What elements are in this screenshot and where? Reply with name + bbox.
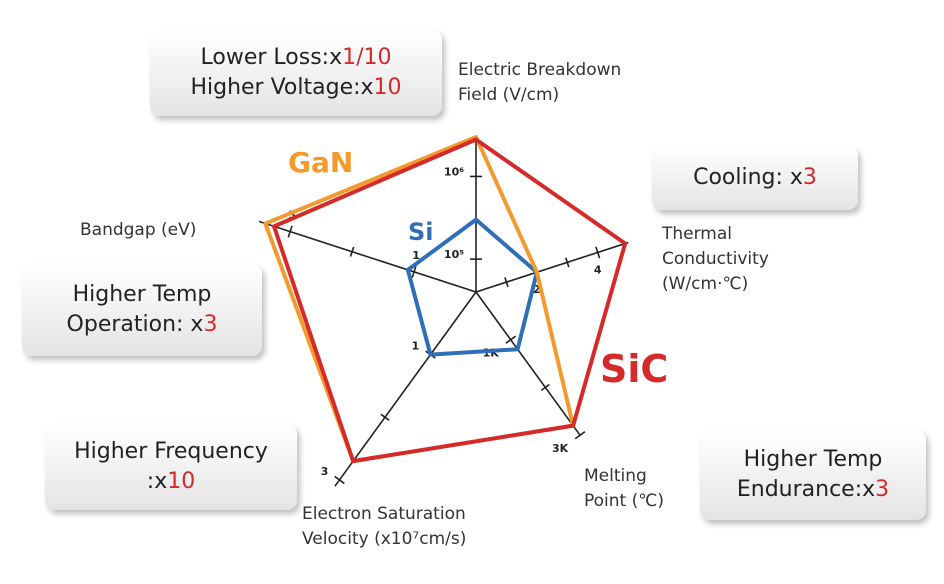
series-polygon [405,217,539,357]
axis-label-line: Melting [584,466,647,486]
series-label: Si [408,218,434,246]
tick-mark [574,431,586,440]
axis-line [334,291,477,487]
tick-mark [411,265,417,278]
axis-label-line: (W/cm·℃) [662,274,749,294]
callout-text: 1/10 [342,45,392,70]
axis-label: Thermal Conductivity (W/cm·℃) [662,222,769,297]
tick-mark [334,475,345,485]
tick-label: 3K [552,442,569,455]
tick-mark [540,383,550,392]
callout-text: Higher Temp [743,447,883,472]
tick-label: 10⁶ [444,165,464,178]
callout-text: :x [146,469,168,494]
callout-line: Higher Frequency [45,437,297,467]
axis-label-line: Point (℃) [584,491,664,511]
tick-mark [504,277,509,288]
callout: Higher Temp Operation: x3 [22,264,262,356]
tick-label: 1 [412,249,420,262]
callout-line: :x10 [45,467,297,497]
callout-line: Cooling: x3 [652,163,858,193]
callout: Higher Frequency :x10 [45,424,297,510]
tick-mark [380,413,390,421]
axis-label-line: Bandgap (eV) [80,220,197,240]
series-label: GaN [288,146,353,179]
callout-text: Endurance:x [736,477,876,502]
callout-line: Lower Loss:x1/10 [150,43,442,73]
callout-line: Higher Voltage:x10 [150,73,442,103]
axis-label: Electric Breakdown Field (V/cm) [458,58,621,108]
callout-text: Higher Frequency [74,439,268,464]
series-polygon [272,137,628,464]
series-label: SiC [600,347,668,391]
callout-text: 3 [203,312,218,337]
tick-mark [349,246,355,257]
callout-text: 3 [875,477,890,502]
callout-text: Cooling: x [693,165,803,190]
axis-label: Bandgap (eV) [80,218,196,243]
callout-text: 10 [167,469,196,494]
tick-label: 10⁵ [444,248,464,261]
axis-line [475,291,581,436]
callout-text: Operation: x [66,312,204,337]
tick-mark [287,225,293,238]
series-polygon [263,135,576,464]
tick-label: 3 [321,465,329,478]
callout-line: Endurance:x3 [700,475,926,505]
axis-label-line: Velocity (x10⁷cm/s) [302,529,467,549]
axis-label-line: Thermal [662,224,733,244]
axis-label-line: Conductivity [662,249,769,269]
callout: Lower Loss:x1/10 Higher Voltage:x10 [150,30,442,116]
callout-line: Higher Temp [22,280,262,310]
tick-label: 4 [594,263,602,276]
axis-label: Melting Point (℃) [584,464,664,514]
callout: Cooling: x3 [652,146,858,210]
tick-label: 1 [412,340,420,353]
axis-label-line: Field (V/cm) [458,85,560,105]
axis-line [258,220,477,293]
tick-mark [505,335,517,344]
callout-line: Higher Temp [700,445,926,475]
tick-mark [595,246,601,259]
axis-label-line: Electron Saturation [302,504,466,524]
tick-mark [564,257,570,268]
callout-text: Lower Loss:x [200,45,343,70]
callout: Higher Temp Endurance:x3 [700,430,926,520]
callout-text: Higher Temp [72,282,212,307]
tick-label: 3 [288,209,296,222]
callout-line: Operation: x3 [22,310,262,340]
tick-label: 2 [533,283,541,296]
axis-label-line: Electric Breakdown [458,60,622,80]
axis-line [475,241,629,293]
axis-label: Electron Saturation Velocity (x10⁷cm/s) [302,502,466,552]
callout-text: 3 [802,165,817,190]
callout-text: 10 [373,75,402,100]
callout-text: Higher Voltage:x [190,75,374,100]
